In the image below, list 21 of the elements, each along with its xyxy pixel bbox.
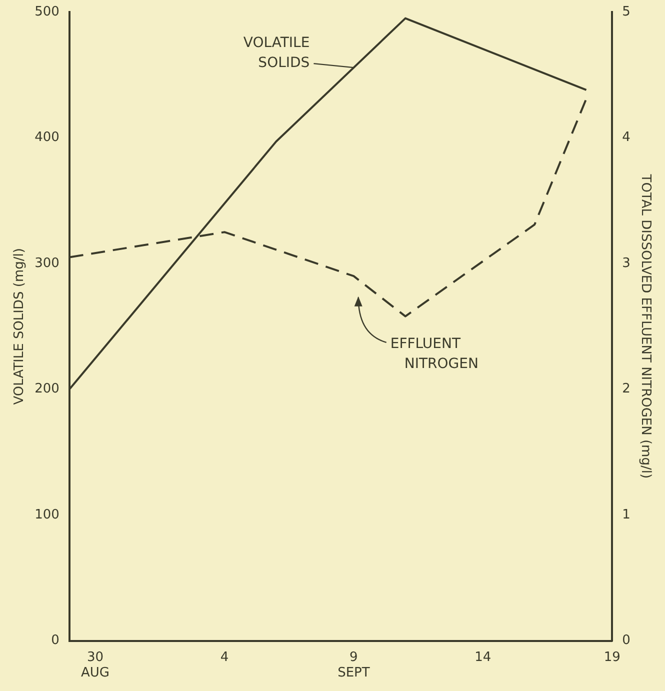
y2-axis-title: TOTAL DISSOLVED EFFLUENT NITROGEN (mg/l) [638, 173, 653, 479]
y-tick-label: 200 [34, 382, 60, 397]
x-tick-label: 14 [474, 650, 492, 665]
x-tick-label: 9 SEPT [338, 650, 370, 681]
series-label: EFFLUENT NITROGEN [390, 336, 478, 372]
y2-tick-label: 2 [622, 382, 630, 397]
y2-tick-label: 3 [622, 256, 630, 271]
x-tick-label: 19 [604, 650, 620, 665]
y-tick-label: 400 [34, 130, 60, 146]
y-tick-label: 0 [51, 633, 60, 648]
x-tick-label: 30 AUG [81, 650, 110, 681]
y-tick-label: 500 [34, 4, 60, 20]
x-tick-label: 4 [220, 650, 229, 665]
y2-tick-label: 1 [622, 507, 630, 522]
y-tick-label: 300 [34, 256, 60, 271]
y-axis-title: VOLATILE SOLIDS (mg/l) [12, 248, 28, 405]
y2-tick-label: 0 [622, 633, 630, 648]
series-label: VOLATILE SOLIDS [243, 35, 310, 72]
y2-tick-label: 5 [622, 4, 630, 20]
y-tick-label: 100 [34, 507, 60, 522]
y2-tick-label: 4 [622, 130, 630, 146]
